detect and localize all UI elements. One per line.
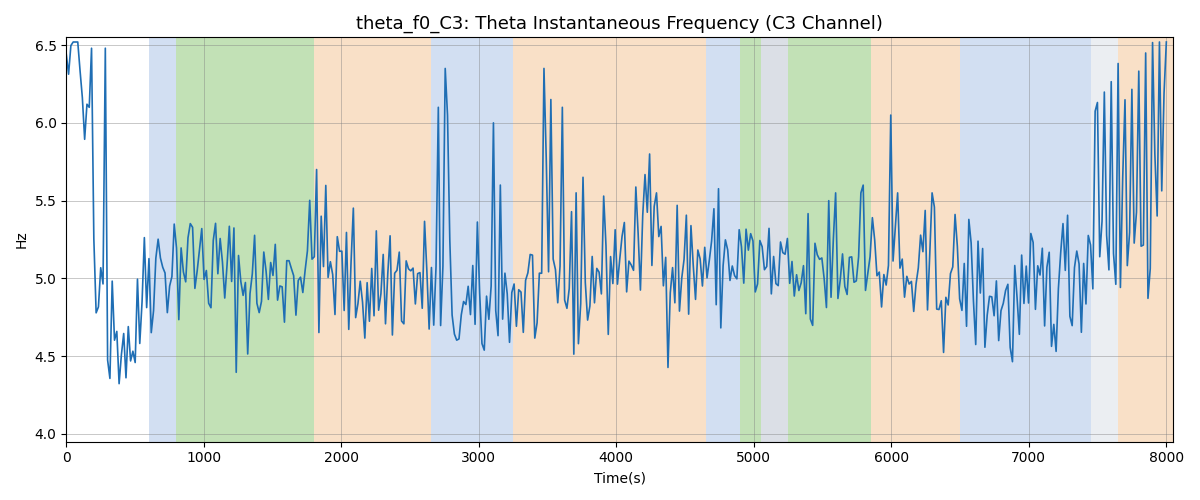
Bar [1091,38,1118,442]
X-axis label: Time(s): Time(s) [594,471,646,485]
Bar [176,38,313,442]
Bar [431,38,514,442]
Bar [740,38,761,442]
Bar [871,38,960,442]
Bar [761,38,788,442]
Bar [514,38,706,442]
Bar [788,38,871,442]
Bar [149,38,176,442]
Bar [960,38,1091,442]
Y-axis label: Hz: Hz [16,230,29,248]
Bar [313,38,431,442]
Bar [706,38,740,442]
Bar [1118,38,1174,442]
Title: theta_f0_C3: Theta Instantaneous Frequency (C3 Channel): theta_f0_C3: Theta Instantaneous Frequen… [356,15,883,34]
